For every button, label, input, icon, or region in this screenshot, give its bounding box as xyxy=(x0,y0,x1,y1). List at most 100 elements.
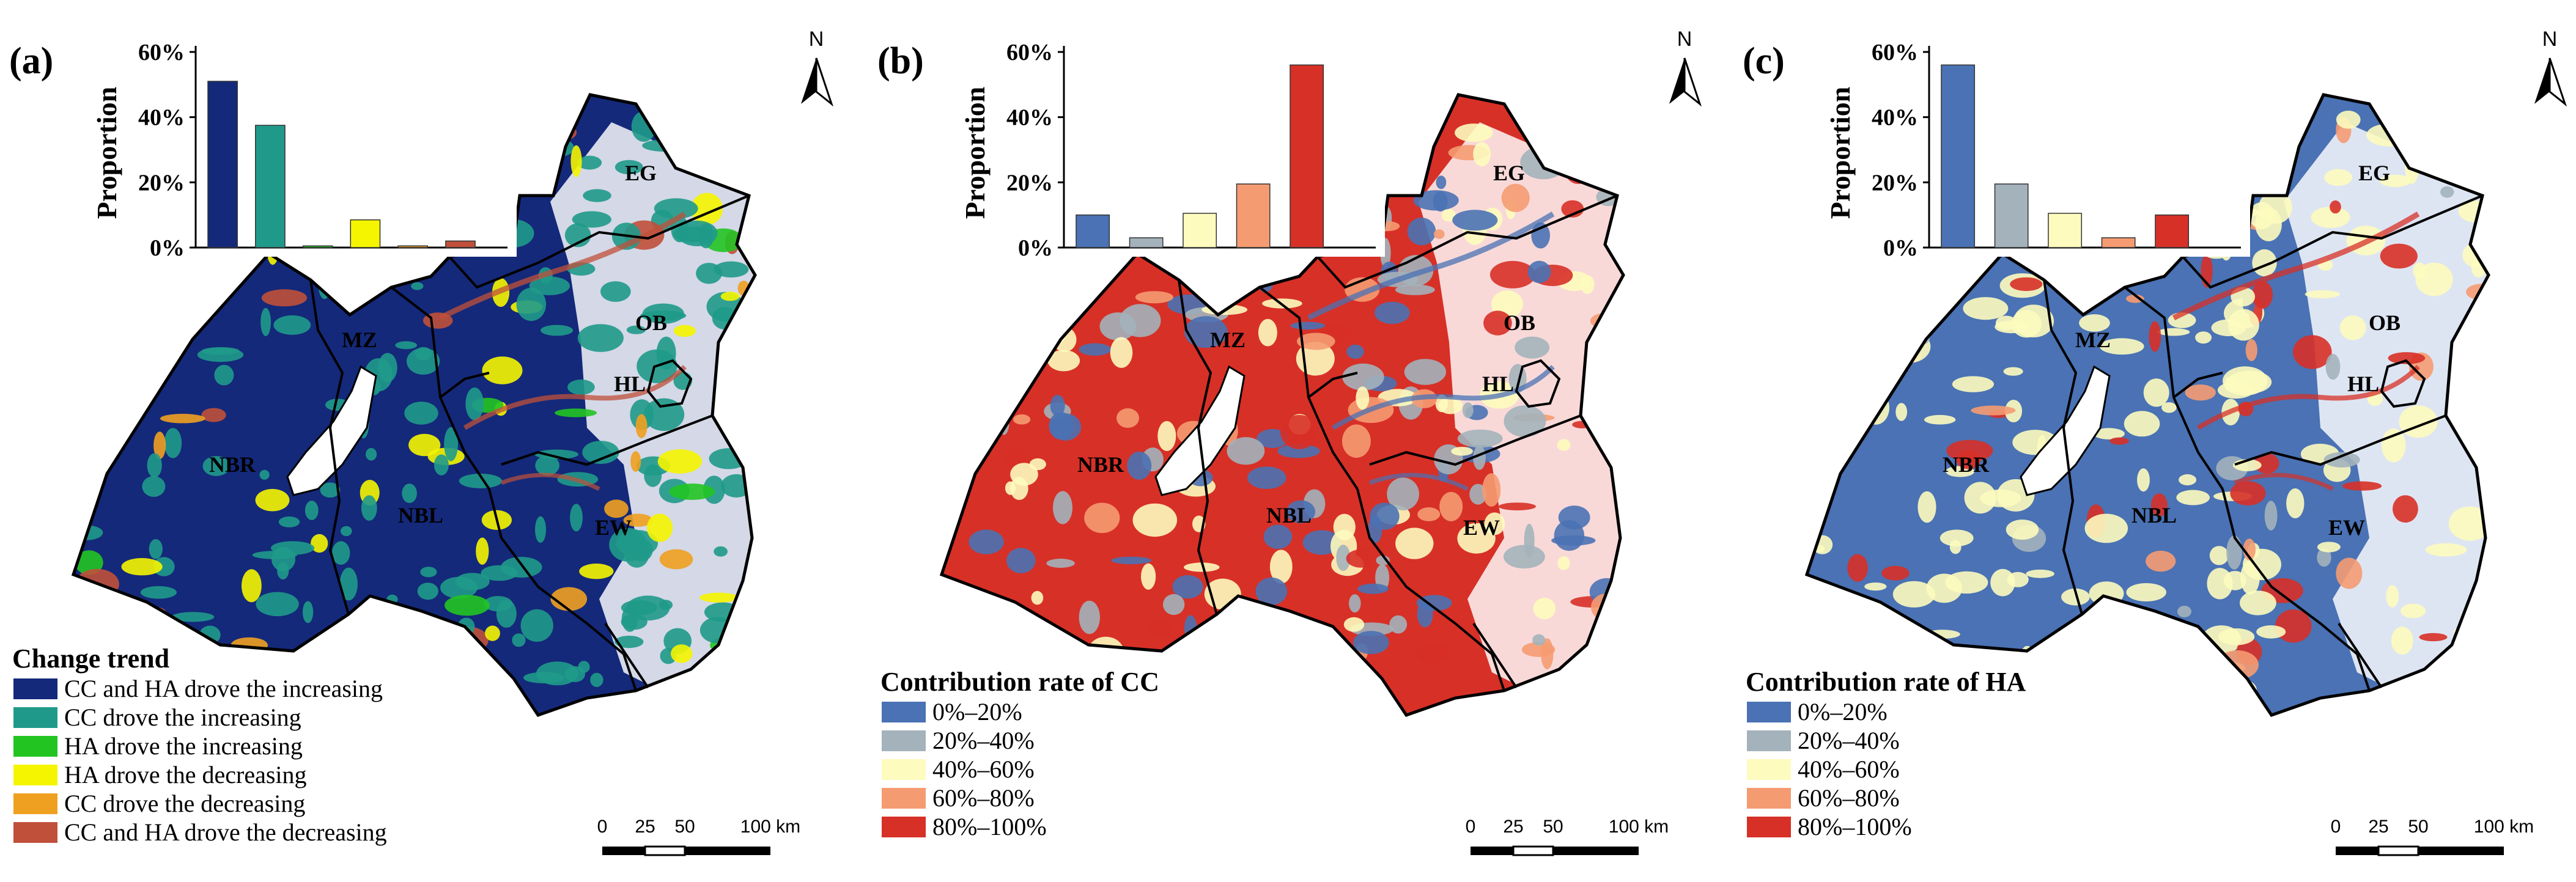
raster-patch xyxy=(1368,515,1382,543)
raster-patch xyxy=(1036,321,1058,334)
raster-patch xyxy=(1010,477,1028,500)
raster-patch xyxy=(577,324,624,352)
raster-patch xyxy=(1865,279,1888,308)
river-streak xyxy=(438,211,687,321)
raster-patch xyxy=(1079,600,1100,634)
raster-patch xyxy=(2227,309,2259,341)
legend-item-3: HA drove the increasing xyxy=(64,732,303,760)
region-boundary xyxy=(2182,194,2483,289)
river-streak xyxy=(1331,365,1555,430)
bar-4 xyxy=(2101,237,2136,248)
raster-patch xyxy=(666,677,703,709)
region-boundary xyxy=(604,622,649,689)
raster-patch xyxy=(998,311,1026,340)
raster-patch xyxy=(993,362,1009,388)
scale-bar: 0 25 50 100 km xyxy=(597,817,800,856)
north-label: N xyxy=(1677,28,1692,51)
legend-item-1: CC and HA drove the increasing xyxy=(64,675,383,702)
raster-patch xyxy=(255,488,290,512)
raster-patch xyxy=(1483,311,1512,336)
raster-patch xyxy=(512,633,526,647)
raster-patch xyxy=(1255,577,1288,606)
region-label-nbl: NBL xyxy=(1266,503,1312,527)
raster-patch xyxy=(1053,491,1072,524)
raster-patch xyxy=(1200,645,1223,673)
raster-patch xyxy=(128,356,152,389)
raster-patch xyxy=(942,380,982,389)
raster-patch xyxy=(1157,421,1176,451)
raster-patch xyxy=(2454,154,2471,173)
raster-patch xyxy=(696,263,722,284)
region-label-nbr: NBR xyxy=(1077,452,1124,477)
raster-patch xyxy=(1387,477,1419,511)
raster-patch xyxy=(1473,445,1486,470)
raster-patch xyxy=(535,455,559,476)
raster-patch xyxy=(2083,671,2105,691)
raster-patch xyxy=(1875,655,1890,666)
raster-patch xyxy=(149,539,163,559)
legend-swatch-4 xyxy=(13,765,57,785)
y-tick-label: 20% xyxy=(138,170,185,196)
raster-patch xyxy=(312,255,347,263)
legend-swatch-1 xyxy=(1747,702,1791,722)
raster-patch xyxy=(197,347,244,362)
region-boundary xyxy=(1316,194,1618,289)
raster-patch xyxy=(2146,550,2176,572)
raster-patch xyxy=(1545,688,1582,698)
raster-patch xyxy=(1222,619,1239,647)
north-arrow-right xyxy=(1683,57,1702,107)
raster-patch xyxy=(2456,333,2468,352)
raster-patch xyxy=(1343,617,1365,632)
raster-patch xyxy=(1571,144,1613,175)
raster-patch xyxy=(712,306,738,330)
raster-patch xyxy=(2143,378,2169,407)
legend-item-2: CC drove the increasing xyxy=(64,704,301,731)
raster-patch xyxy=(1552,108,1599,127)
raster-patch xyxy=(512,95,548,117)
raster-patch xyxy=(2169,579,2191,590)
raster-patch xyxy=(2393,495,2418,523)
north-label: N xyxy=(809,28,824,51)
bar-3 xyxy=(1183,213,1217,248)
scale-segment xyxy=(2336,847,2379,855)
north-arrow-left xyxy=(1669,58,1685,104)
raster-patch xyxy=(171,612,215,622)
raster-patch xyxy=(2061,588,2090,606)
raster-patch xyxy=(86,309,101,326)
scale-tick-100: 100 km xyxy=(1609,817,1669,837)
north-label: N xyxy=(2542,28,2558,51)
raster-patch xyxy=(2105,679,2125,694)
raster-patch xyxy=(415,347,432,361)
raster-patch xyxy=(2324,169,2353,186)
scale-tick-50: 50 xyxy=(674,817,695,837)
raster-patch xyxy=(261,289,308,307)
raster-patch xyxy=(1971,405,2016,416)
scale-segment xyxy=(2418,847,2504,855)
raster-patch xyxy=(1333,513,1356,540)
legend-item-2: 20%–40% xyxy=(1798,727,1900,754)
raster-patch xyxy=(1927,278,1973,293)
raster-patch xyxy=(2218,628,2255,645)
legend-swatch-4 xyxy=(1747,788,1791,809)
legend-swatch-3 xyxy=(882,759,926,780)
raster-patch xyxy=(164,428,182,458)
raster-patch xyxy=(1099,312,1137,340)
raster-patch xyxy=(2157,328,2190,336)
raster-patch xyxy=(1141,563,1156,590)
raster-patch xyxy=(2109,437,2129,445)
raster-patch xyxy=(304,501,319,520)
legend-item-6: CC and HA drove the decreasing xyxy=(64,818,387,846)
raster-patch xyxy=(726,339,740,348)
scale-tick-0: 0 xyxy=(2331,817,2341,837)
raster-patch xyxy=(481,565,518,581)
raster-patch xyxy=(2003,367,2023,376)
region-label-mz: MZ xyxy=(1210,328,1246,352)
raster-patch xyxy=(2286,488,2305,518)
raster-patch xyxy=(2467,663,2489,693)
raster-patch xyxy=(1079,343,1112,356)
raster-patch xyxy=(2258,191,2292,224)
raster-patch xyxy=(2149,321,2161,352)
raster-patch xyxy=(1346,344,1364,359)
raster-patch xyxy=(737,438,755,452)
